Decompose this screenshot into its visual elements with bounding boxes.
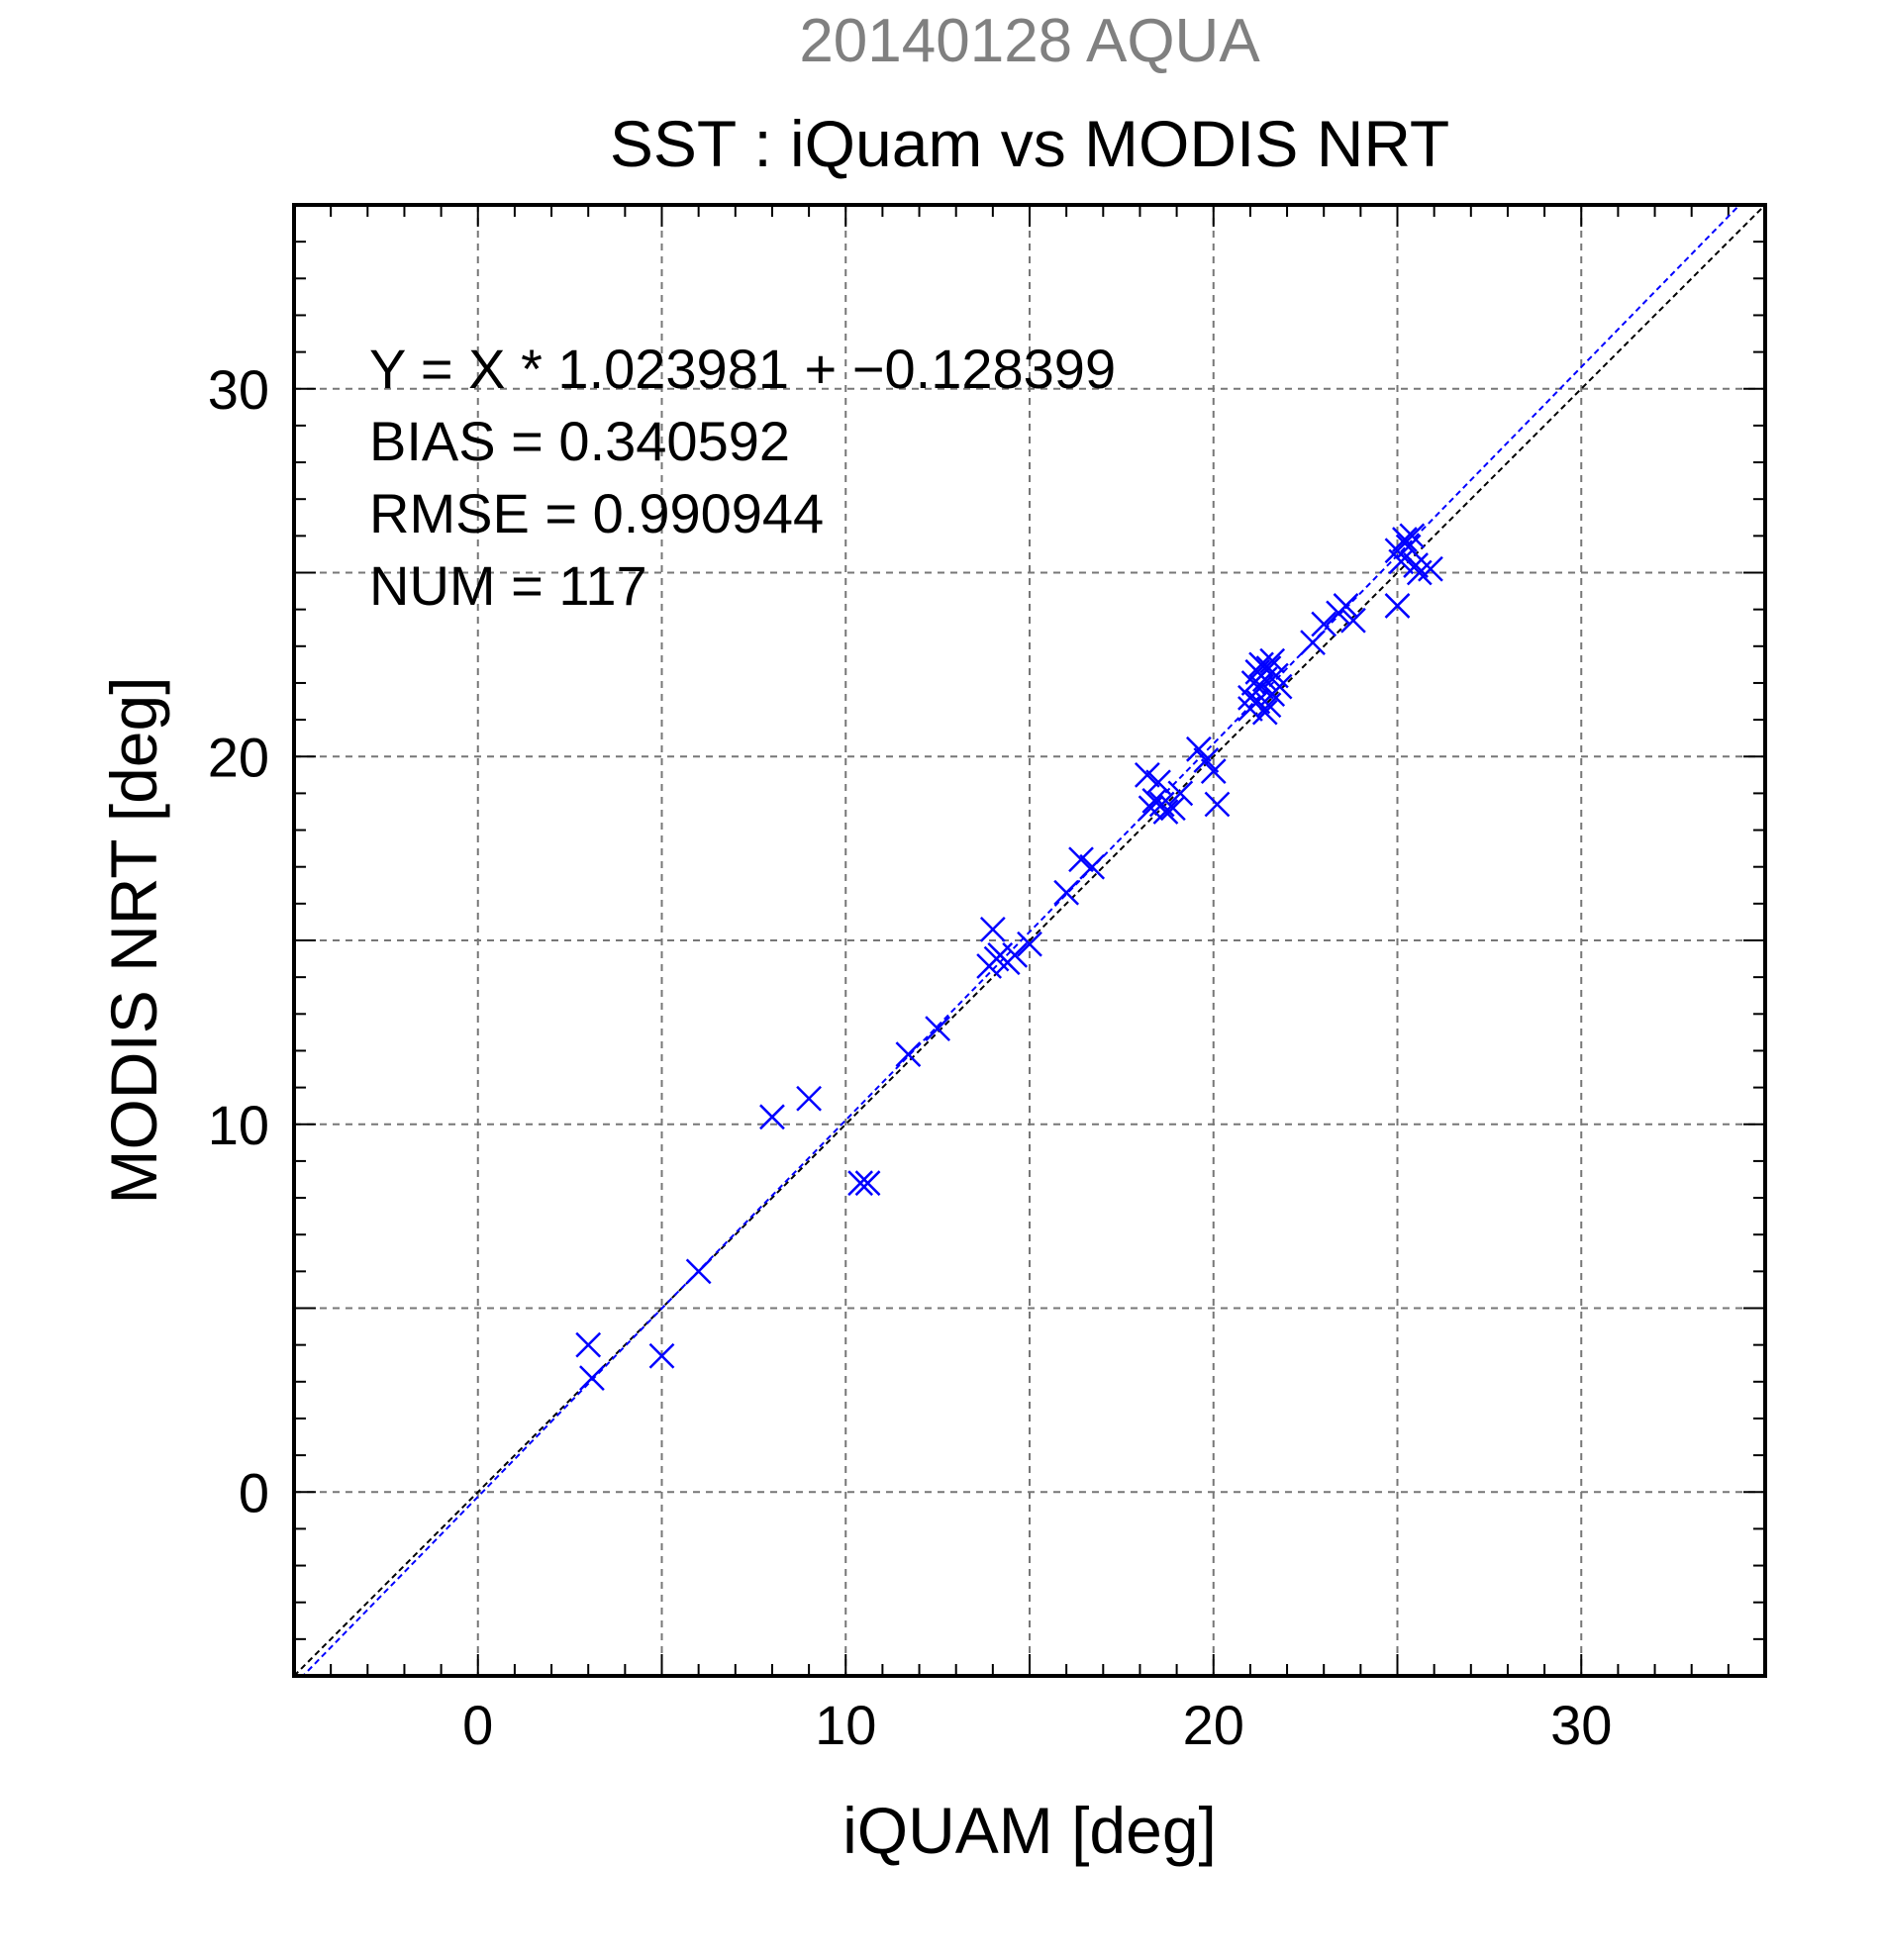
data-point: [979, 916, 1006, 942]
data-point: [1204, 791, 1231, 818]
data-point: [1017, 931, 1042, 957]
data-point: [1403, 552, 1429, 578]
data-point: [1248, 673, 1274, 700]
data-point: [575, 1331, 602, 1358]
data-point: [1340, 607, 1366, 634]
data-point: [1333, 593, 1359, 619]
identity-line: [294, 205, 1765, 1676]
plot-frame: [292, 203, 1767, 1678]
data-point: [579, 1365, 605, 1391]
data-point: [1152, 799, 1179, 825]
data-point: [1399, 523, 1426, 549]
data-point: [759, 1104, 785, 1130]
fit-line: [301, 205, 1741, 1676]
data-point: [1068, 846, 1094, 873]
y-tick-label: 0: [239, 1461, 269, 1523]
data-point: [1248, 651, 1274, 678]
x-tick-label: 20: [1183, 1694, 1244, 1756]
data-point: [685, 1258, 712, 1285]
y-tick-label: 10: [208, 1094, 269, 1156]
data-point: [1193, 747, 1220, 773]
data-point: [1053, 879, 1080, 906]
annotation-line: Y = X * 1.023981 + −0.128399: [369, 338, 1116, 400]
data-point: [1251, 699, 1278, 726]
chart-title: SST : iQuam vs MODIS NRT: [610, 107, 1449, 180]
stats-annotations: Y = X * 1.023981 + −0.128399 BIAS = 0.340…: [369, 338, 1116, 617]
data-point: [1311, 611, 1337, 637]
data-point: [796, 1085, 822, 1112]
x-tick-label: 0: [462, 1694, 493, 1756]
data-point: [847, 1170, 873, 1197]
y-tick-label: 20: [208, 726, 269, 788]
reference-lines: [294, 205, 1765, 1676]
data-point: [1418, 555, 1443, 582]
grid-lines: [294, 205, 1765, 1676]
data-point: [1145, 769, 1171, 796]
x-tick-label: 30: [1550, 1694, 1612, 1756]
chart-supertitle: 20140128 AQUA: [799, 7, 1260, 75]
annotation-line: NUM = 117: [369, 554, 647, 617]
data-point: [895, 1041, 922, 1068]
data-point: [1384, 593, 1411, 619]
data-point: [1167, 780, 1194, 807]
data-point: [648, 1342, 675, 1369]
data-point: [925, 1016, 951, 1042]
y-tick-label: 30: [208, 358, 269, 421]
annotation-line: BIAS = 0.340592: [369, 410, 790, 472]
data-point: [1079, 853, 1106, 880]
data-point: [1300, 630, 1326, 655]
data-point: [1186, 735, 1212, 762]
data-point: [1200, 758, 1227, 784]
tick-labels: 0 10 20 30 0 10 20 30: [208, 358, 1613, 1756]
y-axis-label: MODIS NRT [deg]: [97, 676, 170, 1204]
data-point: [1388, 548, 1415, 575]
x-tick-label: 10: [815, 1694, 876, 1756]
data-point: [1160, 795, 1186, 822]
x-axis-label: iQUAM [deg]: [842, 1794, 1217, 1867]
data-point: [1002, 941, 1029, 968]
data-point: [1255, 692, 1282, 719]
data-points: [575, 523, 1443, 1391]
annotation-line: RMSE = 0.990944: [369, 482, 824, 544]
data-point: [1392, 527, 1418, 552]
data-point: [1266, 673, 1293, 700]
data-point: [1134, 761, 1160, 788]
data-point: [854, 1170, 881, 1197]
